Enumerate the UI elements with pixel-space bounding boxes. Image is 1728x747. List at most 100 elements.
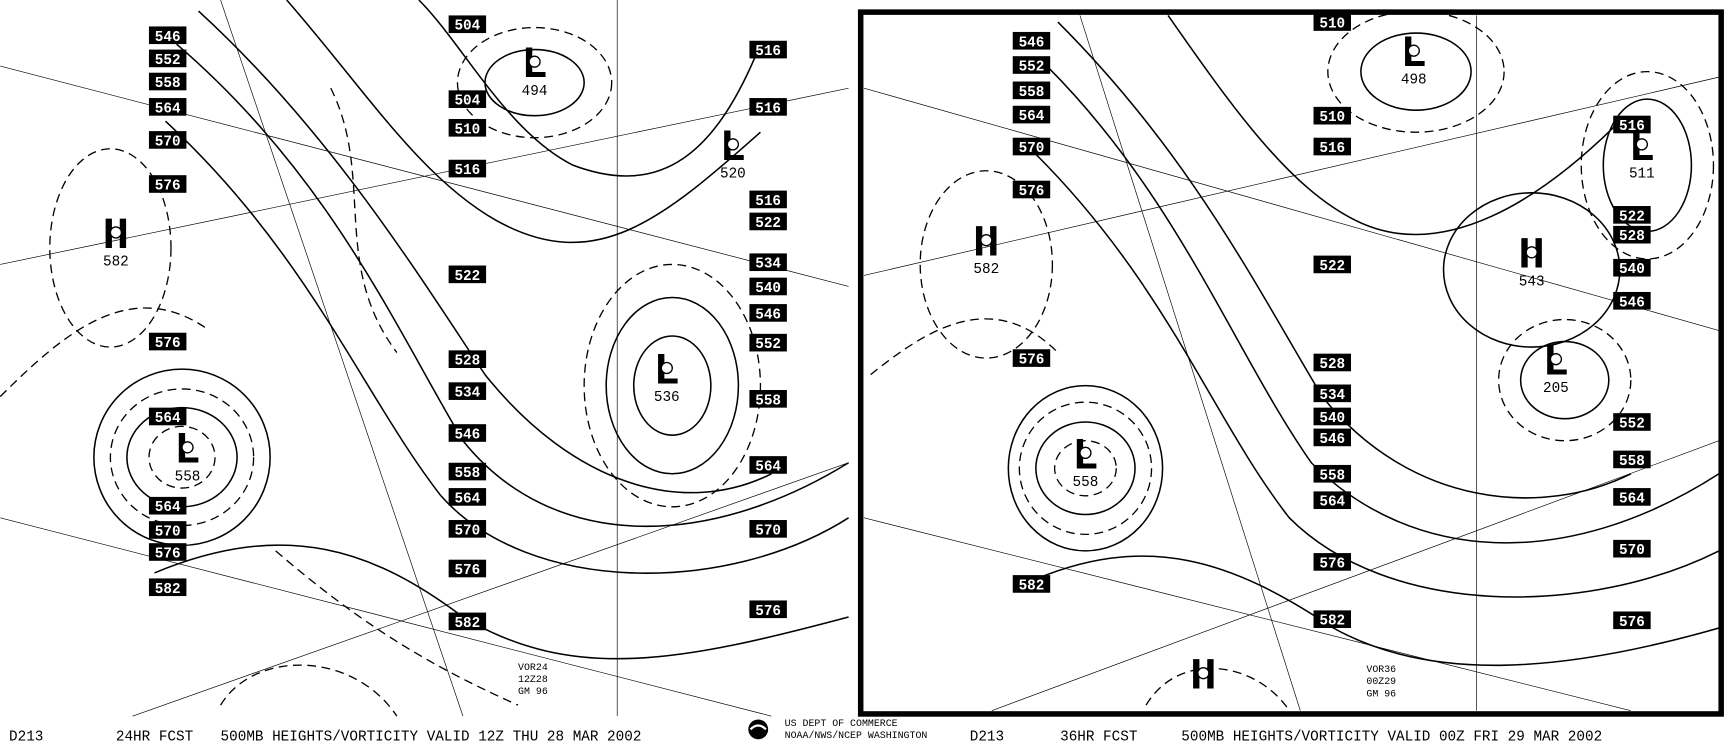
center-marker bbox=[1635, 138, 1649, 151]
height-label: 540 bbox=[1619, 262, 1645, 278]
height-label-box bbox=[749, 520, 787, 538]
height-label-box bbox=[1012, 349, 1051, 367]
height-label: 558 bbox=[1319, 468, 1345, 484]
height-label-box bbox=[448, 462, 487, 481]
height-label: 510 bbox=[1319, 110, 1345, 126]
height-label: 576 bbox=[155, 336, 181, 352]
height-label: 516 bbox=[755, 44, 781, 60]
height-label: 510 bbox=[1319, 17, 1345, 33]
height-label: 510 bbox=[454, 122, 480, 138]
center-marker bbox=[181, 441, 194, 454]
stamp-line: GM 96 bbox=[1366, 688, 1396, 699]
height-label-box bbox=[1012, 81, 1051, 100]
height-label-box bbox=[1613, 488, 1651, 506]
height-label-box bbox=[1613, 115, 1651, 134]
center-value: 494 bbox=[522, 84, 548, 100]
height-label-box bbox=[1613, 225, 1651, 244]
height-label: 564 bbox=[755, 459, 781, 475]
height-label: 552 bbox=[1619, 416, 1645, 432]
height-label: 546 bbox=[1319, 432, 1345, 448]
height-label-box bbox=[148, 72, 187, 91]
height-label: 576 bbox=[1319, 556, 1345, 572]
height-label: 570 bbox=[1619, 543, 1645, 559]
height-label-box bbox=[148, 578, 187, 597]
height-label: 582 bbox=[1019, 578, 1045, 594]
height-label-box bbox=[148, 332, 187, 351]
center-marker bbox=[1079, 446, 1092, 459]
height-label-box bbox=[1012, 575, 1051, 593]
height-label: 564 bbox=[1619, 491, 1645, 507]
height-label: 564 bbox=[454, 491, 480, 507]
height-label-box bbox=[749, 456, 787, 474]
height-label-box bbox=[749, 98, 787, 116]
height-label-box bbox=[1313, 255, 1351, 274]
height-label: 546 bbox=[454, 428, 480, 444]
height-label-box bbox=[749, 304, 787, 322]
height-label: 546 bbox=[755, 307, 781, 323]
height-label: 582 bbox=[155, 582, 181, 598]
height-label-box bbox=[148, 26, 187, 45]
height-label-box bbox=[749, 333, 787, 352]
height-label-box bbox=[448, 488, 487, 506]
panel-frame bbox=[857, 9, 1724, 717]
center-value: 520 bbox=[720, 166, 746, 182]
height-label-box bbox=[448, 350, 487, 368]
height-label: 528 bbox=[1319, 357, 1345, 373]
center-marker bbox=[1197, 667, 1210, 680]
height-label: 570 bbox=[1019, 141, 1045, 157]
height-label-box bbox=[148, 175, 187, 193]
center-value: 205 bbox=[1543, 381, 1569, 397]
height-label: 546 bbox=[155, 30, 181, 46]
height-label: 582 bbox=[1319, 614, 1345, 630]
height-label: 576 bbox=[755, 604, 781, 620]
height-label: 552 bbox=[1019, 60, 1045, 76]
height-label-box bbox=[148, 131, 187, 149]
height-label: 570 bbox=[155, 134, 181, 150]
height-label: 504 bbox=[454, 19, 480, 35]
center-value: 511 bbox=[1629, 166, 1655, 182]
height-label-box bbox=[749, 600, 787, 619]
height-label: 546 bbox=[1019, 35, 1045, 51]
left-contours bbox=[0, 0, 849, 717]
height-label-box bbox=[749, 212, 787, 231]
height-label: 516 bbox=[755, 194, 781, 210]
height-label: 558 bbox=[755, 393, 781, 409]
center-marker bbox=[1407, 44, 1420, 57]
height-label-box bbox=[1313, 106, 1351, 125]
height-label: 540 bbox=[755, 281, 781, 297]
height-label: 570 bbox=[755, 523, 781, 539]
height-label: 564 bbox=[1019, 109, 1045, 125]
height-label-box bbox=[1313, 353, 1351, 372]
stamp-line: 00Z29 bbox=[1366, 676, 1396, 687]
height-label: 504 bbox=[454, 94, 480, 110]
height-label: 522 bbox=[1319, 259, 1345, 275]
agency-line: NOAA/NWS/NCEP WASHINGTON bbox=[785, 730, 928, 741]
height-label: 576 bbox=[1619, 615, 1645, 631]
height-label: 558 bbox=[454, 466, 480, 482]
stamp-line: 12Z28 bbox=[518, 674, 548, 685]
center-marker bbox=[109, 226, 123, 239]
center-marker bbox=[726, 138, 740, 151]
height-label: 576 bbox=[1019, 184, 1045, 200]
height-label-box bbox=[1012, 56, 1051, 74]
height-label-box bbox=[1613, 413, 1651, 431]
height-label-box bbox=[448, 424, 487, 442]
chart-title: 500MB HEIGHTS/VORTICITY VALID 00Z FRI 29… bbox=[1181, 729, 1602, 745]
height-label-box bbox=[1313, 137, 1351, 156]
noaa-logo bbox=[748, 719, 769, 740]
stamp-line: GM 96 bbox=[518, 686, 548, 697]
height-label-box bbox=[749, 390, 787, 408]
height-label-box bbox=[148, 521, 187, 539]
height-label-box bbox=[148, 98, 187, 116]
height-label: 540 bbox=[1319, 411, 1345, 427]
height-label-box bbox=[448, 559, 487, 578]
height-label-box bbox=[1313, 384, 1351, 403]
height-label-box bbox=[749, 253, 787, 272]
height-label-box bbox=[448, 265, 487, 284]
height-label: 570 bbox=[155, 524, 181, 540]
height-label: 558 bbox=[1019, 85, 1045, 101]
height-label: 516 bbox=[1319, 141, 1345, 157]
noaa-logo-mark bbox=[749, 724, 767, 731]
center-marker bbox=[660, 361, 673, 375]
